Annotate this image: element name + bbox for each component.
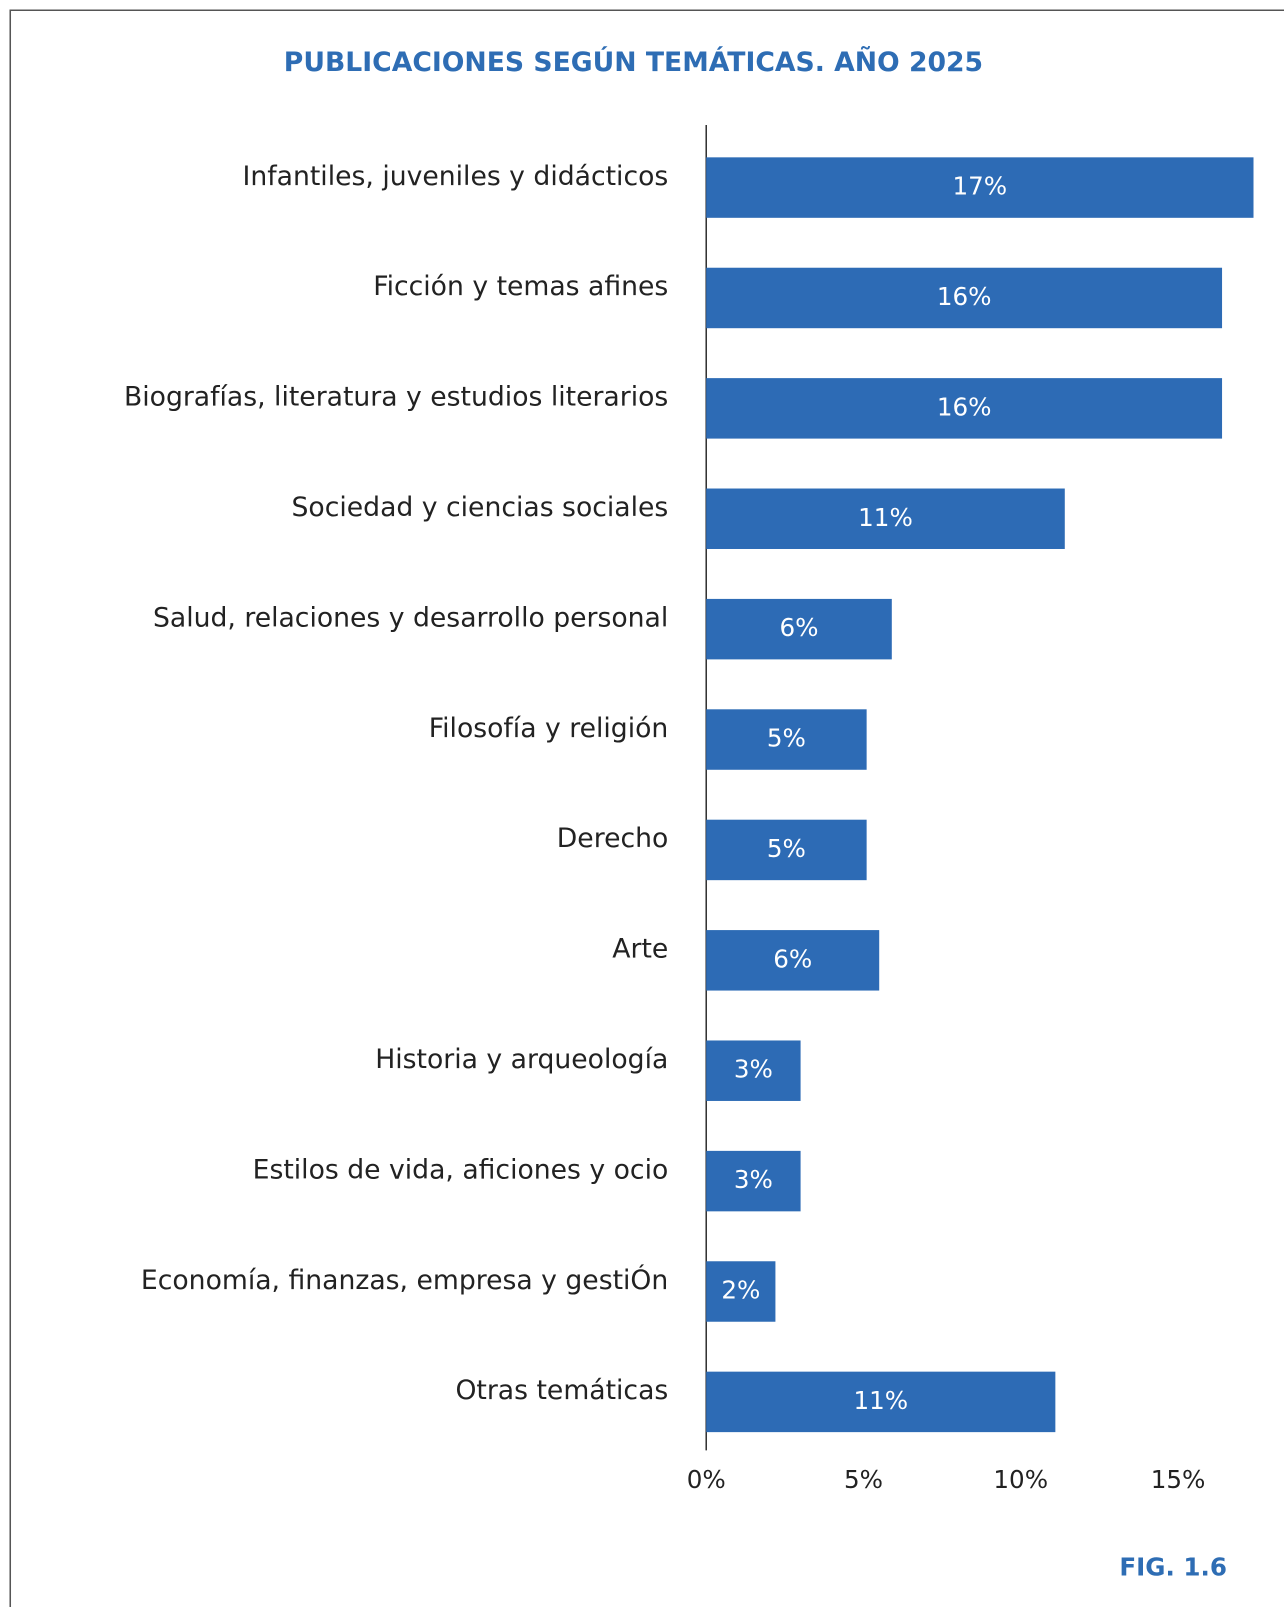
category-label: Biografías, literatura y estudios litera…: [124, 382, 668, 413]
category-label: Economía, finanzas, empresa y gestiÓn: [141, 1264, 668, 1296]
value-label: 11%: [858, 503, 913, 532]
category-label: Sociedad y ciencias sociales: [292, 492, 669, 523]
category-label: Otras temáticas: [455, 1375, 668, 1406]
x-tick-label: 0%: [687, 1465, 726, 1494]
figure-label: FIG. 1.6: [1119, 1552, 1227, 1581]
frame: [9, 9, 1284, 1607]
bar: [706, 267, 1223, 329]
value-label: 16%: [937, 282, 992, 311]
category-label: Derecho: [557, 823, 668, 854]
category-label: Estilos de vida, aficiones y ocio: [253, 1154, 669, 1185]
value-label: 16%: [937, 392, 992, 421]
bar: [706, 157, 1254, 218]
value-label: 5%: [767, 724, 806, 753]
value-label: 3%: [734, 1165, 773, 1194]
category-label: Historia y arqueología: [375, 1044, 668, 1075]
bar: [706, 819, 867, 881]
bar: [706, 488, 1065, 549]
value-label: 11%: [853, 1386, 908, 1415]
value-label: 5%: [767, 834, 806, 863]
value-label: 2%: [721, 1276, 760, 1305]
category-label: Filosofía y religión: [429, 713, 669, 744]
value-label: 6%: [780, 613, 819, 642]
bar: [706, 1040, 801, 1101]
category-label: Ficción y temas afines: [373, 271, 668, 302]
value-label: 3%: [734, 1055, 773, 1084]
chart-title: PUBLICACIONES SEGÚN TEMÁTICAS. AÑO 2025: [284, 46, 983, 78]
value-label: 6%: [773, 944, 812, 973]
chart-body: PUBLICACIONES SEGÚN TEMÁTICAS. AÑO 2025 …: [9, 9, 1284, 1607]
x-tick-label: 15%: [1151, 1465, 1206, 1494]
x-tick-label: 10%: [993, 1465, 1048, 1494]
bar: [706, 598, 892, 660]
bar: [706, 378, 1223, 439]
category-label: Infantiles, juveniles y didácticos: [243, 161, 669, 192]
bar: [706, 930, 880, 991]
bar: [706, 709, 867, 770]
bar: [706, 1261, 776, 1322]
category-label: Salud, relaciones y desarrollo personal: [153, 602, 668, 633]
value-label: 17%: [953, 172, 1008, 201]
bar: [706, 1371, 1056, 1433]
x-tick-label: 5%: [844, 1465, 883, 1494]
category-label: Arte: [612, 934, 668, 965]
bar: [706, 1150, 801, 1212]
